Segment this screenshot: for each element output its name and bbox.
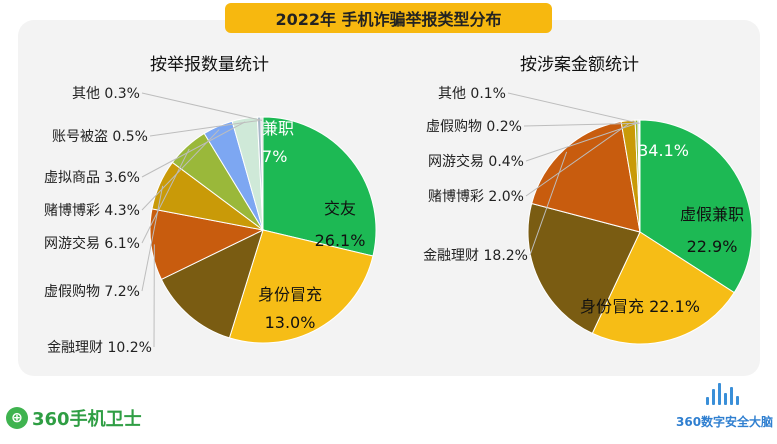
leader-line	[141, 121, 246, 178]
leader-line	[141, 185, 164, 292]
slice-label: 账号被盗 0.5%	[52, 129, 148, 145]
slice-label: 网游交易 6.1%	[44, 235, 140, 252]
leader-line	[523, 122, 639, 127]
leader-line	[149, 119, 260, 137]
slice-label: 身份冒充 22.1%	[580, 297, 700, 316]
slice-value: 26.1%	[315, 231, 366, 250]
pie-slice	[638, 119, 641, 233]
shield-icon: ⊕	[6, 407, 28, 429]
leader-line	[525, 122, 637, 162]
page-title: 2022年 手机诈骗举报类型分布	[225, 3, 552, 33]
leader-line	[507, 92, 640, 124]
slice-label: 交友	[324, 199, 356, 218]
slice-label: 身份冒充	[258, 285, 322, 304]
slice-label: 虚假兼职	[680, 205, 744, 224]
pie-title-count: 按举报数量统计	[150, 55, 269, 75]
brand-logo-360: ⊕ 360手机卫士	[6, 404, 142, 432]
brand-name: 360手机卫士	[32, 409, 142, 430]
sound-wave-icon	[706, 383, 739, 405]
pie-title-amount: 按涉案金额统计	[520, 55, 639, 75]
pie-slice	[228, 229, 374, 344]
pie-slice	[527, 202, 641, 335]
slice-label: 赌博博彩 4.3%	[44, 202, 140, 219]
slice-label: 虚假购物 7.2%	[44, 284, 140, 300]
pie-slice	[591, 231, 735, 345]
leader-line	[525, 123, 629, 197]
slice-label: 金融理财 18.2%	[423, 248, 528, 264]
slice-label: 网游交易 0.4%	[428, 153, 524, 170]
brand-logo-security-brain: 360数字安全大脑	[676, 383, 774, 433]
pie-slice	[262, 116, 377, 257]
leader-line	[529, 151, 568, 256]
pie-slice	[260, 116, 264, 231]
slice-label: 赌博博彩 2.0%	[428, 188, 524, 205]
pie-slice	[160, 229, 264, 339]
slice-value: 13.0%	[265, 313, 316, 332]
slice-label: 其他 0.1%	[438, 86, 506, 102]
slice-label: 虚拟商品 3.6%	[44, 170, 140, 186]
leader-line	[141, 92, 263, 121]
brand-name-right: 360数字安全大脑	[676, 415, 774, 429]
slice-value: 22.9%	[687, 237, 738, 256]
slice-label: 金融理财 10.2%	[47, 340, 152, 356]
slice-label: 其他 0.3%	[72, 86, 140, 102]
leader-line	[141, 148, 190, 244]
slice-label: 虚假购物 0.2%	[426, 119, 522, 135]
